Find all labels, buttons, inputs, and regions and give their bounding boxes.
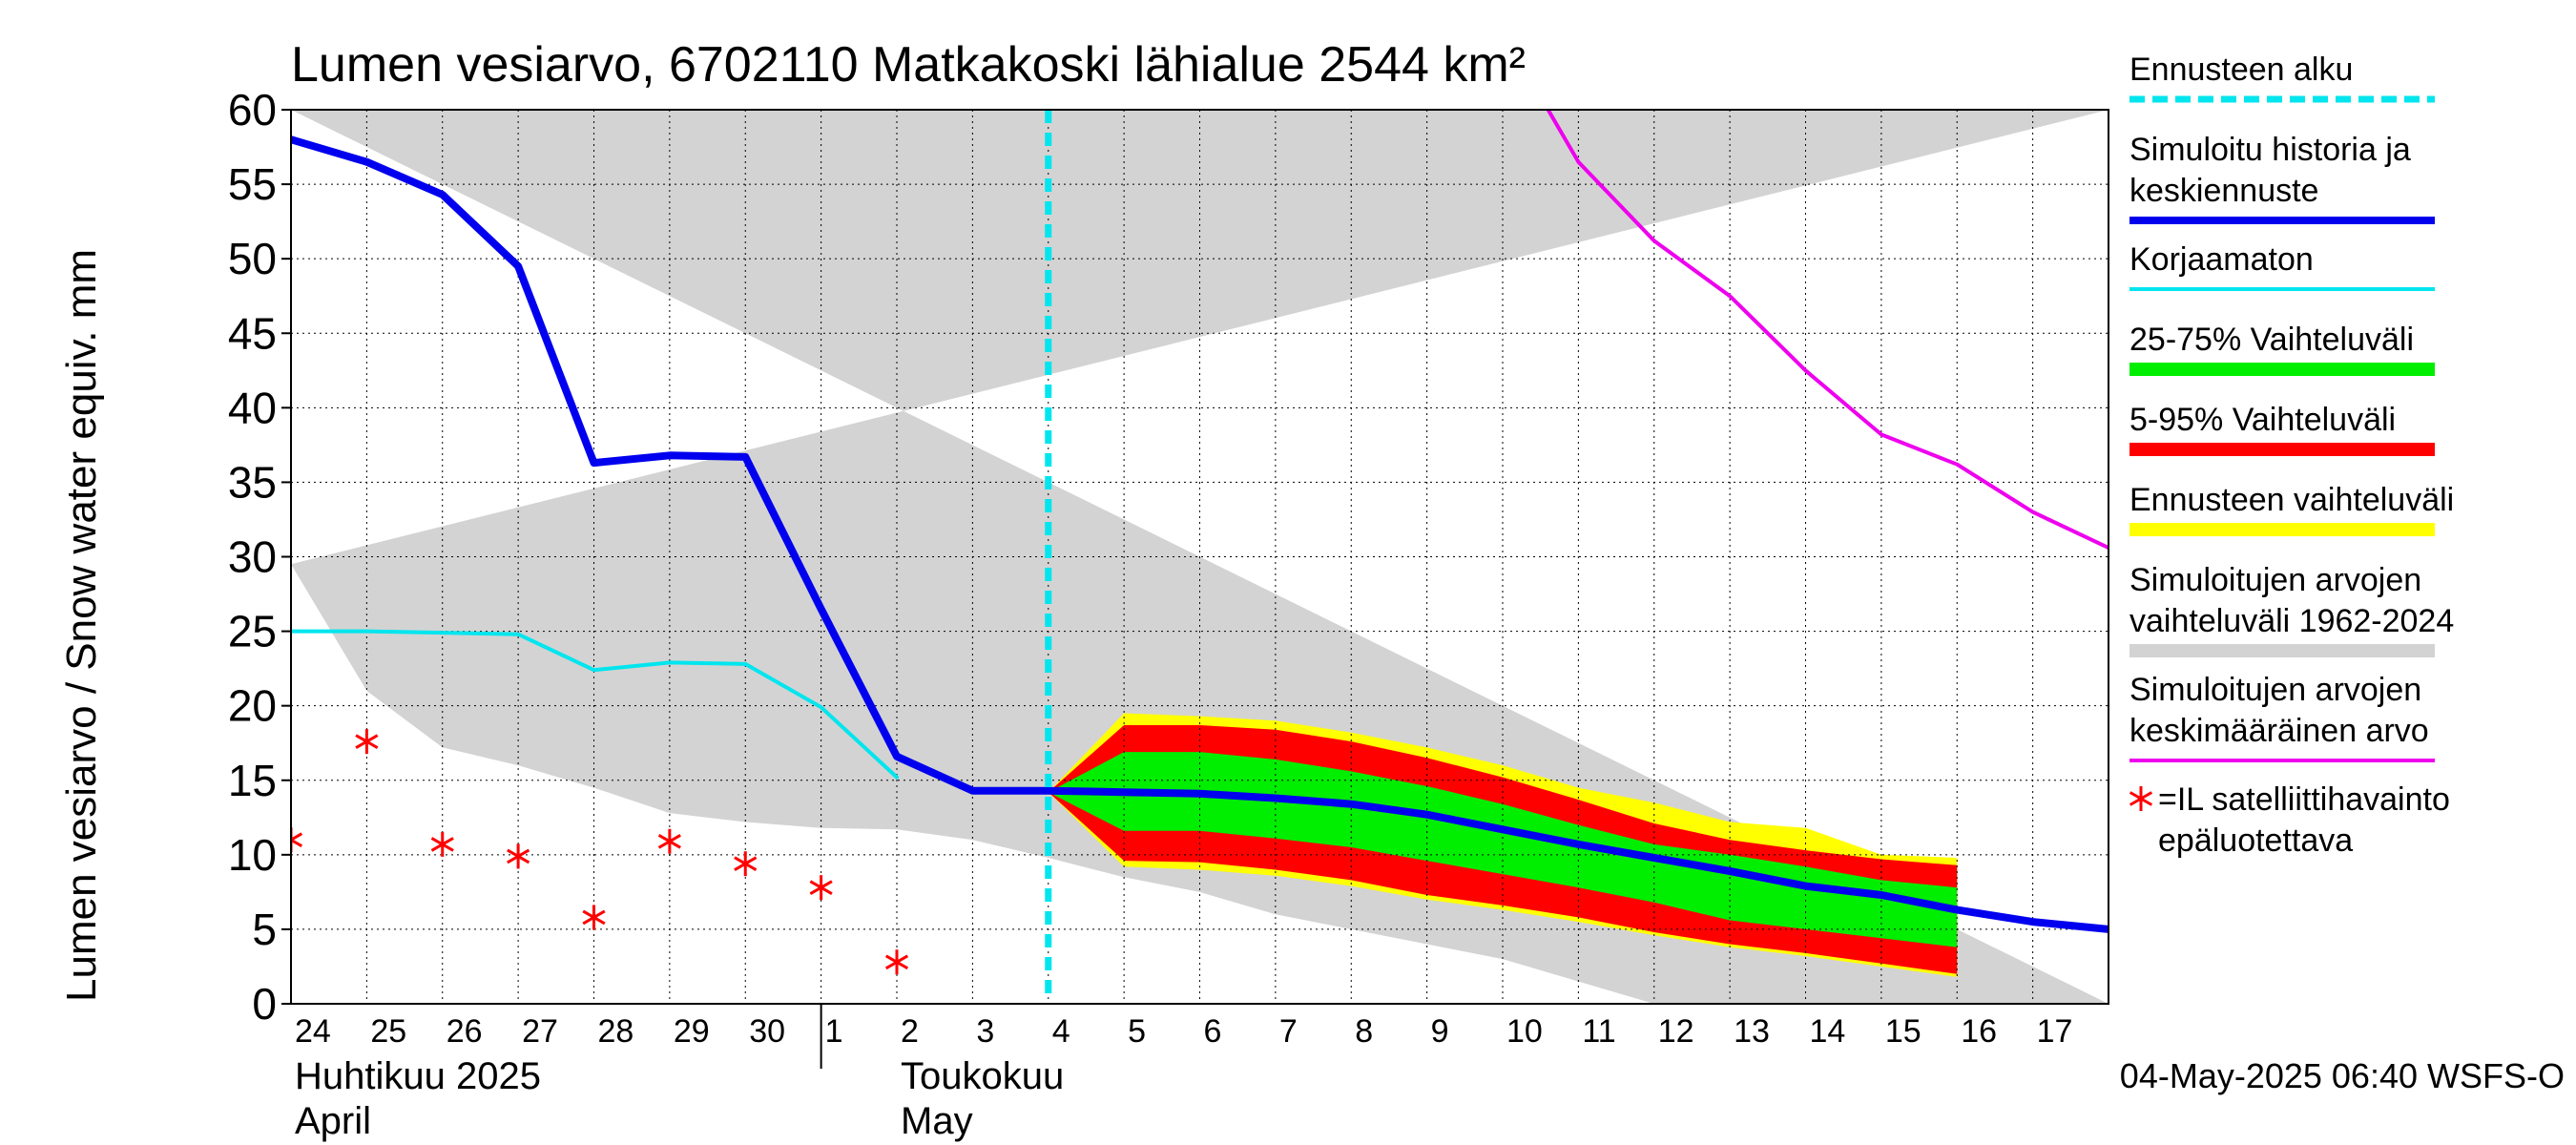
- y-tick-label: 30: [228, 532, 277, 582]
- x-day-label: 13: [1734, 1013, 1770, 1050]
- y-tick-label: 55: [228, 159, 277, 209]
- asterisk-stroke: [355, 734, 379, 749]
- satellite-point: [809, 875, 833, 901]
- x-day-label: 11: [1582, 1013, 1615, 1050]
- x-day-label: 26: [447, 1013, 483, 1050]
- legend-item-0: Ennusteen alku: [2129, 52, 2435, 103]
- x-day-label: 24: [295, 1013, 331, 1050]
- satellite-point: [507, 843, 530, 869]
- legend-item-3: 25-75% Vaihteluväli: [2129, 322, 2435, 376]
- plot-content: [291, 110, 2109, 1004]
- asterisk-stroke: [2129, 791, 2153, 806]
- x-day-label: 6: [1204, 1013, 1222, 1050]
- x-day-label: 8: [1355, 1013, 1373, 1050]
- legend-item-2: Korjaamaton: [2129, 241, 2435, 291]
- asterisk-stroke: [291, 838, 303, 848]
- timestamp-label: 04-May-2025 06:40 WSFS-O: [2120, 1056, 2565, 1095]
- legend-label: 25-75% Vaihteluväli: [2129, 322, 2414, 358]
- x-day-label: 29: [674, 1013, 710, 1050]
- x-day-label: 12: [1658, 1013, 1694, 1050]
- y-tick-label: 60: [228, 85, 277, 135]
- y-tick-label: 5: [252, 905, 277, 954]
- x-day-label: 17: [2037, 1013, 2073, 1050]
- legend-item-7: Simuloitujen arvojen keskimääräinen arvo: [2129, 672, 2435, 762]
- y-tick-label: 10: [228, 830, 277, 880]
- satellite-point: [734, 851, 758, 877]
- legend-label: =IL satelliittihavainto: [2158, 781, 2450, 818]
- x-day-label: 9: [1431, 1013, 1449, 1050]
- chart-title: Lumen vesiarvo, 6702110 Matkakoski lähia…: [291, 37, 1526, 93]
- legend-item-4: 5-95% Vaihteluväli: [2129, 402, 2435, 456]
- x-day-label: 25: [370, 1013, 406, 1050]
- legend: Ennusteen alku Simuloitu historia ja keski…: [2129, 52, 2454, 859]
- legend-item-8: =IL satelliittihavainto epäluotettava: [2129, 781, 2450, 859]
- month-label-en: May: [901, 1100, 973, 1142]
- asterisk-stroke: [291, 832, 303, 842]
- x-day-label: 7: [1279, 1013, 1298, 1050]
- y-tick-label: 15: [228, 756, 277, 805]
- satellite-point: [884, 949, 909, 975]
- legend-label: keskimääräinen arvo: [2129, 713, 2429, 749]
- y-tick-label: 0: [252, 979, 277, 1029]
- legend-label: keskiennuste: [2129, 173, 2318, 209]
- x-day-label: 28: [598, 1013, 634, 1050]
- legend-item-5: Ennusteen vaihteluväli: [2129, 482, 2454, 536]
- series-line-2: [1546, 110, 2109, 551]
- asterisk-stroke: [582, 909, 606, 926]
- month-label-en: April: [295, 1100, 371, 1142]
- y-axis-label: Lumen vesiarvo / Snow water equiv. mm: [58, 249, 105, 1002]
- legend-label: 5-95% Vaihteluväli: [2129, 402, 2396, 438]
- asterisk-stroke: [809, 880, 833, 895]
- x-day-label: 10: [1506, 1013, 1543, 1050]
- satellite-point: [657, 828, 681, 854]
- satellite-point: [355, 729, 379, 755]
- satellite-point: [430, 831, 454, 857]
- legend-label: Ennusteen alku: [2129, 52, 2353, 88]
- y-tick-label: 50: [228, 234, 277, 283]
- x-day-label: 4: [1052, 1013, 1070, 1050]
- legend-label: Simuloitujen arvojen: [2129, 672, 2421, 708]
- x-day-label: 5: [1128, 1013, 1146, 1050]
- satellite-point: [582, 905, 606, 930]
- legend-item-1: Simuloitu historia ja keskiennuste: [2129, 132, 2435, 224]
- month-label-fi: Huhtikuu 2025: [295, 1055, 541, 1097]
- asterisk-stroke: [657, 833, 681, 849]
- series-line-0: [291, 135, 2109, 933]
- y-tick-label: 45: [228, 308, 277, 358]
- legend-item-6: Simuloitujen arvojen vaihteluväli 1962-20…: [2129, 562, 2454, 657]
- y-tick-label: 20: [228, 681, 277, 731]
- legend-label: Ennusteen vaihteluväli: [2129, 482, 2454, 518]
- x-day-label: 30: [749, 1013, 785, 1050]
- series-line-1: [291, 629, 899, 780]
- asterisk-stroke: [884, 954, 909, 970]
- x-day-label: 16: [1961, 1013, 1997, 1050]
- x-day-label: 27: [522, 1013, 558, 1050]
- legend-marker-icon: [2129, 786, 2153, 811]
- y-tick-label: 35: [228, 457, 277, 507]
- legend-label: Simuloitujen arvojen: [2129, 562, 2421, 598]
- legend-label: Simuloitu historia ja: [2129, 132, 2411, 168]
- y-tick-label: 40: [228, 383, 277, 432]
- asterisk-stroke: [507, 848, 530, 864]
- x-day-label: 15: [1885, 1013, 1922, 1050]
- x-day-label: 2: [901, 1013, 919, 1050]
- legend-label: Korjaamaton: [2129, 241, 2314, 278]
- y-tick-label: 25: [228, 607, 277, 656]
- x-day-label: 3: [976, 1013, 994, 1050]
- legend-label: epäluotettava: [2158, 822, 2353, 859]
- satellite-point: [291, 827, 303, 853]
- asterisk-stroke: [430, 837, 454, 852]
- x-day-label: 14: [1810, 1013, 1846, 1050]
- x-day-label: 1: [825, 1013, 843, 1050]
- asterisk-stroke: [734, 856, 758, 872]
- month-label-fi: Toukokuu: [901, 1055, 1064, 1097]
- legend-label: vaihteluväli 1962-2024: [2129, 603, 2454, 639]
